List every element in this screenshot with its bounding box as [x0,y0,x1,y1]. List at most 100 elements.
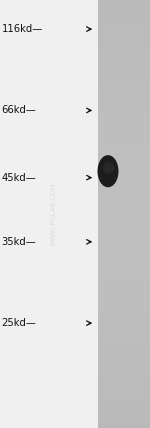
Bar [98,355,150,360]
Bar [98,26,150,30]
Bar [98,56,150,60]
Bar [98,21,150,26]
Bar [98,227,150,231]
Bar [98,163,150,167]
Bar [98,218,150,223]
Bar [98,9,150,13]
Bar [98,205,150,210]
Bar [98,261,150,265]
Bar [98,47,150,51]
Bar [98,210,150,214]
Bar [98,60,150,64]
Text: WWW.PGLAB.COM: WWW.PGLAB.COM [51,182,57,246]
Bar [98,381,150,385]
Bar [98,214,150,218]
Bar [98,158,150,163]
Bar [98,0,150,4]
Bar [98,304,150,308]
Text: 35kd—: 35kd— [2,237,36,247]
Text: 25kd—: 25kd— [2,318,36,328]
Bar [98,295,150,300]
Bar [98,411,150,415]
Bar [98,270,150,274]
Bar [98,4,150,9]
Bar [98,175,150,180]
Bar [98,77,150,81]
Bar [98,107,150,111]
Bar [98,73,150,77]
Bar [98,188,150,193]
Bar [98,116,150,120]
Bar [98,287,150,291]
Bar [98,235,150,240]
Bar [98,364,150,368]
Bar [98,180,150,184]
Bar [98,325,150,330]
Bar [98,51,150,56]
Bar [98,98,150,103]
Bar [98,154,150,158]
Bar [98,90,150,94]
Bar [98,389,150,394]
Bar [98,133,150,137]
Bar [98,351,150,355]
Bar [98,300,150,304]
Bar [98,223,150,227]
Bar [98,312,150,317]
Bar [98,385,150,389]
Bar [98,330,150,334]
Bar [98,274,150,278]
Bar [98,407,150,411]
Bar [98,64,150,68]
Ellipse shape [98,155,118,187]
Bar [98,394,150,398]
Bar [98,94,150,98]
Bar [98,146,150,150]
Bar [98,240,150,244]
Bar [98,201,150,205]
Bar [98,257,150,261]
Bar [98,128,150,133]
Bar [98,150,150,154]
Bar [98,419,150,424]
Bar [98,398,150,402]
Bar [98,424,150,428]
Bar [98,43,150,47]
Bar [98,415,150,419]
Bar [98,338,150,342]
Bar [98,81,150,86]
Bar [98,372,150,377]
Bar [98,244,150,248]
Bar [98,342,150,347]
Bar [98,86,150,90]
Bar [98,171,150,175]
Bar [98,231,150,235]
Bar [98,402,150,407]
Bar [98,120,150,124]
Bar [98,167,150,171]
Bar [98,124,150,128]
Bar [98,278,150,282]
Bar [98,265,150,270]
Bar [98,17,150,21]
Bar [98,360,150,364]
Bar [98,334,150,338]
Bar [98,103,150,107]
Bar [98,68,150,73]
Bar [98,282,150,287]
Bar [98,184,150,188]
Bar [98,308,150,312]
Bar [98,377,150,381]
Text: 116kd—: 116kd— [2,24,43,34]
Bar [98,141,150,146]
Bar [98,317,150,321]
Bar [98,111,150,116]
Ellipse shape [103,162,115,173]
Bar [98,347,150,351]
Text: 45kd—: 45kd— [2,172,36,183]
Text: 66kd—: 66kd— [2,105,36,116]
Bar [98,193,150,197]
Bar [98,30,150,34]
Bar [98,13,150,17]
Bar [98,321,150,325]
